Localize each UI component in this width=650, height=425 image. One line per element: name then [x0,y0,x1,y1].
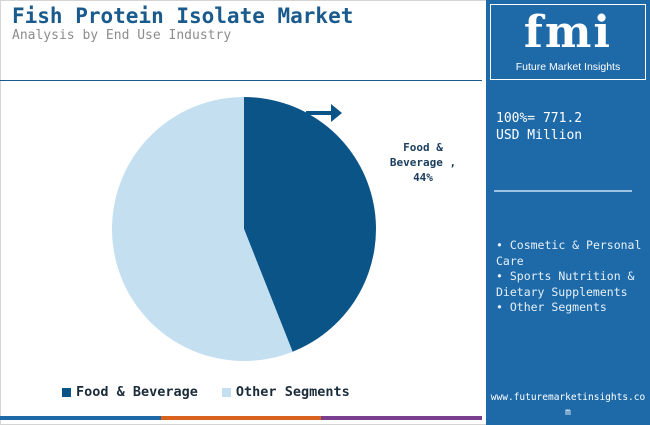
legend: Food & Beverage Other Segments [62,384,350,400]
fmi-logo: fmi Future Market Insights [490,4,646,80]
chart-title: Fish Protein Isolate Market [12,4,354,28]
slice-label-line2: Beverage , [389,156,457,169]
slice-data-label: Food & Beverage , 44% [378,140,468,185]
panel-divider [494,190,632,192]
bottom-color-bar [0,416,483,420]
logo-mark: fmi [523,7,613,58]
legend-item-other-segments: Other Segments [221,384,350,400]
legend-swatch-other-segments [221,387,231,397]
pie-slice-other-segments [111,96,293,361]
market-total: 100%= 771.2 USD Million [496,110,646,144]
pie-chart [111,96,376,361]
bottom-bar-segment [0,416,161,420]
market-total-unit: USD Million [496,128,583,143]
bottom-bar-segment [160,416,322,420]
pie-slices [111,96,376,361]
slice-label-line1: Food & [403,141,443,154]
info-panel: fmi Future Market Insights 100%= 771.2 U… [486,0,650,425]
website-link[interactable]: www.futuremarketinsights.com [490,392,646,418]
legend-label-food-beverage: Food & Beverage [76,384,198,400]
arrow-icon [306,104,342,122]
segment-item: Other Segments [496,300,646,316]
logo-text: Future Market Insights [515,61,621,73]
market-total-value: 100%= 771.2 [496,111,583,126]
slice-label-line3: 44% [413,171,433,184]
legend-swatch-food-beverage [62,387,71,397]
bottom-bar-segment [321,416,483,420]
legend-label-other-segments: Other Segments [235,384,350,400]
segment-item: Cosmetic & Personal Care [496,238,646,269]
segment-list: Cosmetic & Personal Care Sports Nutritio… [496,238,646,316]
header-divider [0,80,482,81]
pie-slice-food-beverage [244,97,376,352]
legend-item-food-beverage: Food & Beverage [62,384,198,400]
chart-subtitle: Analysis by End Use Industry [12,28,232,43]
segment-item: Sports Nutrition & Dietary Supplements [496,269,646,300]
